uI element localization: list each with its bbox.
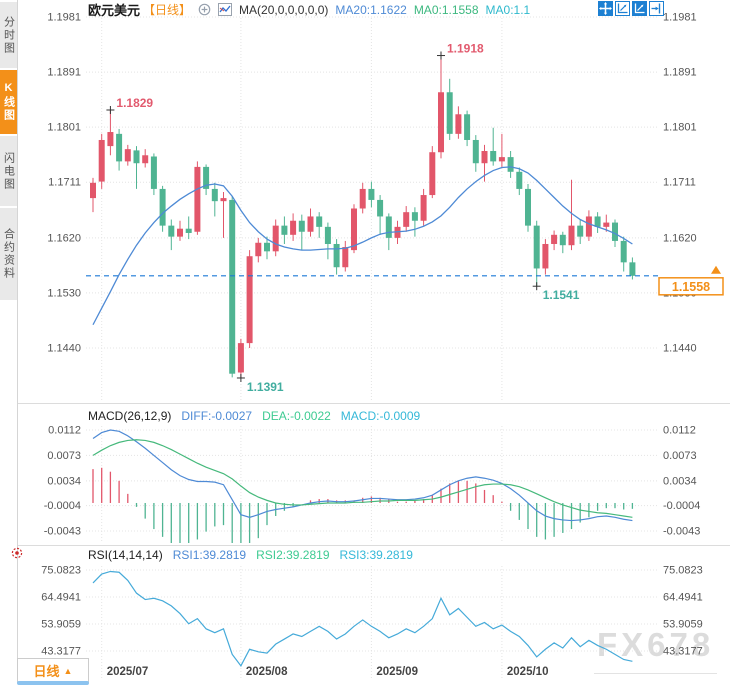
- rsi-header: RSI(14,14,14) RSI1:39.2819 RSI2:39.2819 …: [88, 548, 413, 562]
- svg-text:1.1981: 1.1981: [663, 12, 697, 24]
- svg-text:1.1711: 1.1711: [48, 177, 81, 189]
- macd-layer: [92, 429, 634, 543]
- ma0-value-b: MA0:1.1: [485, 2, 531, 17]
- svg-text:1.1801: 1.1801: [663, 122, 697, 134]
- svg-text:0.0073: 0.0073: [47, 450, 81, 462]
- svg-text:75.0823: 75.0823: [663, 565, 703, 577]
- svg-text:53.9059: 53.9059: [663, 619, 703, 631]
- period-label: 日线: [33, 664, 60, 679]
- svg-text:-0.0004: -0.0004: [44, 500, 81, 512]
- watermark: FX678: [594, 626, 718, 674]
- horizontal-scrollbar-thumb[interactable]: [17, 681, 89, 685]
- ma0-value-a: MA0:1.1558: [413, 2, 479, 17]
- svg-text:1.1620: 1.1620: [663, 232, 697, 244]
- sidebar-tab-candle-chart[interactable]: K线图: [0, 70, 17, 134]
- period-selector[interactable]: 日线 ▲: [17, 658, 89, 683]
- indicator-settings-icon[interactable]: [9, 545, 25, 566]
- candles-layer[interactable]: [90, 55, 636, 378]
- rsi3-value: RSI3:39.2819: [339, 548, 413, 562]
- svg-text:1.1541: 1.1541: [543, 288, 580, 302]
- svg-text:1.1829: 1.1829: [116, 96, 153, 110]
- svg-text:2025/09: 2025/09: [376, 666, 418, 678]
- svg-text:-0.0043: -0.0043: [44, 526, 81, 538]
- svg-text:1.1801: 1.1801: [47, 122, 81, 134]
- chart-toolbar: [598, 1, 664, 16]
- svg-text:0.0034: 0.0034: [47, 475, 81, 487]
- svg-text:1.1891: 1.1891: [47, 67, 81, 79]
- svg-text:2025/07: 2025/07: [107, 666, 149, 678]
- svg-text:2025/08: 2025/08: [246, 666, 288, 678]
- svg-text:1.1530: 1.1530: [47, 287, 81, 299]
- gridlines: 1.1981 1.1981 1.1891 1.1891 1.1801 1.1801 1.17…: [0, 12, 730, 680]
- svg-text:1.1620: 1.1620: [47, 232, 81, 244]
- svg-text:1.1711: 1.1711: [663, 177, 696, 189]
- svg-text:1.1981: 1.1981: [47, 12, 81, 24]
- svg-text:-0.0043: -0.0043: [663, 526, 700, 538]
- svg-text:0.0073: 0.0073: [663, 450, 697, 462]
- price-marker: 1.1558: [658, 265, 724, 296]
- rsi2-value: RSI2:39.2819: [256, 548, 330, 562]
- ma-mini-chart-icon[interactable]: [218, 3, 233, 16]
- svg-text:64.4941: 64.4941: [41, 592, 81, 604]
- add-indicator-icon[interactable]: [198, 3, 211, 16]
- chart-header: 欧元美元 【日线】 MA(20,0,0,0,0,0) MA20:1.1622 MA…: [88, 1, 531, 19]
- rsi-layer: [92, 570, 633, 667]
- axis-scale-active-icon[interactable]: [632, 1, 647, 16]
- move-tool-icon[interactable]: [598, 1, 613, 16]
- ma20-value: MA20:1.1622: [335, 2, 407, 17]
- svg-text:0.0034: 0.0034: [663, 475, 697, 487]
- svg-text:64.4941: 64.4941: [663, 592, 703, 604]
- sidebar-tab-contract-info[interactable]: 合约资料: [0, 208, 17, 300]
- rsi-title[interactable]: RSI(14,14,14): [88, 548, 163, 562]
- symbol-name: 欧元美元: [88, 3, 141, 18]
- rsi1-value: RSI1:39.2819: [172, 548, 247, 562]
- svg-text:1.1440: 1.1440: [663, 343, 697, 355]
- svg-text:1.1558: 1.1558: [672, 280, 710, 294]
- period-arrow-icon: ▲: [63, 665, 73, 676]
- svg-text:75.0823: 75.0823: [41, 565, 81, 577]
- svg-text:1.1391: 1.1391: [247, 380, 284, 394]
- ma-settings-label[interactable]: MA(20,0,0,0,0,0): [239, 2, 329, 17]
- svg-text:0.0112: 0.0112: [663, 425, 696, 437]
- macd-macd-value: MACD:-0.0009: [340, 409, 421, 423]
- svg-text:1.1918: 1.1918: [447, 42, 484, 56]
- svg-text:1.1891: 1.1891: [663, 67, 697, 79]
- svg-text:43.3177: 43.3177: [663, 646, 703, 658]
- svg-text:53.9059: 53.9059: [41, 619, 81, 631]
- period-tag: 【日线】: [143, 3, 192, 17]
- sidebar-tab-time-chart[interactable]: 分时图: [0, 2, 17, 68]
- macd-header: MACD(26,12,9) DIFF:-0.0027 DEA:-0.0022 M…: [88, 409, 420, 423]
- axis-scale-icon[interactable]: [615, 1, 630, 16]
- svg-text:-0.0004: -0.0004: [663, 500, 700, 512]
- macd-title[interactable]: MACD(26,12,9): [88, 409, 172, 423]
- svg-text:1.1440: 1.1440: [47, 343, 81, 355]
- svg-text:2025/10: 2025/10: [507, 666, 549, 678]
- sidebar-tab-line-chart[interactable]: 闪电图: [0, 136, 17, 206]
- svg-text:43.3177: 43.3177: [41, 646, 81, 658]
- macd-diff-value: DIFF:-0.0027: [181, 409, 253, 423]
- exit-chart-icon[interactable]: [649, 1, 664, 16]
- svg-text:0.0112: 0.0112: [48, 425, 81, 437]
- price-annotations: 1.1829 1.1918 1.1391 1.1541: [106, 42, 580, 394]
- left-tab-bar: 分时图 K线图 闪电图 合约资料: [0, 0, 18, 658]
- macd-dea-value: DEA:-0.0022: [262, 409, 331, 423]
